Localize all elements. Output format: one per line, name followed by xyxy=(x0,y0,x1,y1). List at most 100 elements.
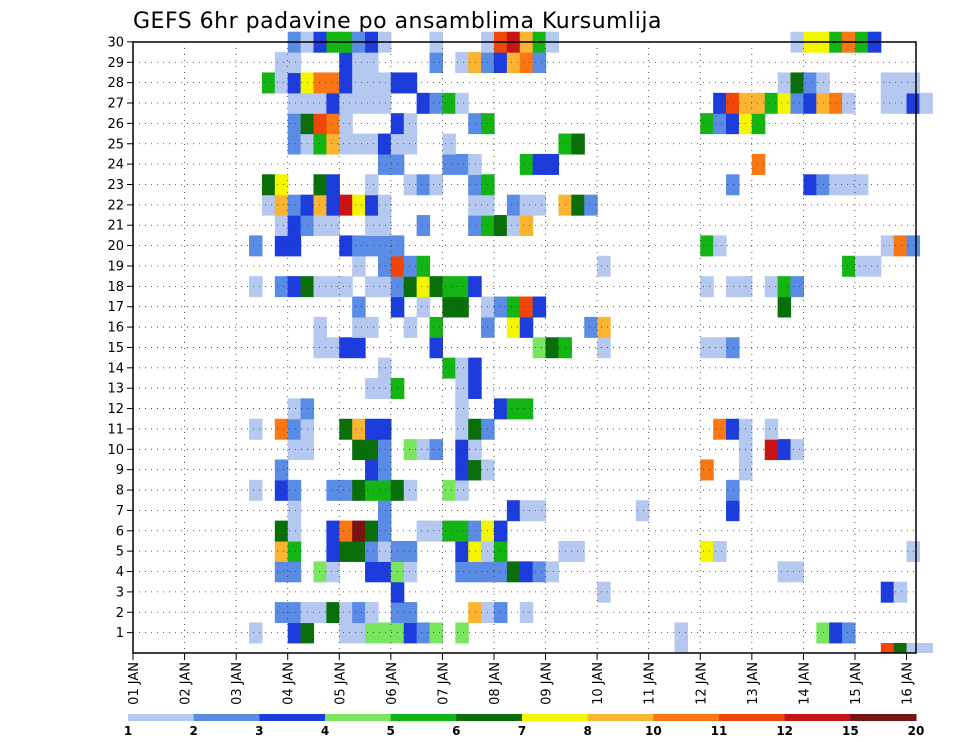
chart-title: GEFS 6hr padavine po ansamblima Kursumli… xyxy=(133,9,662,34)
y-tick-label: 12 xyxy=(107,402,124,417)
heatmap-cell xyxy=(313,561,327,583)
heatmap-cell xyxy=(571,194,585,216)
x-tick-label: 01 JAN xyxy=(127,662,142,705)
x-tick-label: 08 JAN xyxy=(488,662,503,705)
heatmap-cell xyxy=(468,194,482,216)
heatmap-cell xyxy=(377,194,392,216)
x-tick-label: 16 JAN xyxy=(901,662,916,705)
heatmap-cell xyxy=(313,174,327,196)
heatmap-cell xyxy=(442,479,456,501)
heatmap-cell xyxy=(352,439,366,461)
heatmap-cell xyxy=(880,643,895,653)
heatmap-cell xyxy=(713,92,727,114)
heatmap-cell xyxy=(597,316,611,338)
heatmap-cell xyxy=(700,113,714,135)
y-tick-label: 28 xyxy=(107,76,124,91)
heatmap-cell xyxy=(352,296,366,318)
heatmap-cell xyxy=(493,215,508,237)
heatmap-cell xyxy=(326,72,340,94)
heatmap-cell xyxy=(700,459,714,481)
heatmap-cell xyxy=(365,378,379,399)
heatmap-cell xyxy=(880,92,895,114)
x-tick-label: 15 JAN xyxy=(849,662,864,705)
heatmap-cell xyxy=(726,276,740,298)
heatmap-cell xyxy=(700,540,714,562)
heatmap-cell xyxy=(893,581,908,603)
heatmap-cell xyxy=(455,418,469,440)
heatmap-cell xyxy=(842,622,856,644)
y-tick-label: 25 xyxy=(107,137,124,152)
heatmap-cell xyxy=(468,153,482,175)
heatmap-cell xyxy=(339,276,353,298)
heatmap-cell xyxy=(790,276,805,298)
heatmap-cell xyxy=(455,561,469,583)
heatmap-cell xyxy=(326,540,340,562)
heatmap-cell xyxy=(352,602,366,624)
heatmap-cell xyxy=(261,194,276,216)
heatmap-cell xyxy=(777,561,792,583)
heatmap-cell xyxy=(313,113,327,135)
heatmap-cell xyxy=(365,316,379,338)
heatmap-cell xyxy=(416,255,431,277)
x-tick-label: 06 JAN xyxy=(385,662,400,705)
heatmap-cell xyxy=(326,215,340,237)
y-tick-label: 10 xyxy=(107,443,124,458)
heatmap-cell xyxy=(416,215,431,237)
heatmap-cell xyxy=(468,602,482,624)
heatmap-cell xyxy=(313,337,327,359)
heatmap-cell xyxy=(416,520,431,542)
heatmap-cell xyxy=(403,113,418,135)
heatmap-cell xyxy=(726,113,740,135)
y-tick-label: 26 xyxy=(107,117,124,132)
heatmap-cell xyxy=(377,459,392,481)
heatmap-cell xyxy=(506,215,521,237)
heatmap-cell xyxy=(429,276,444,298)
heatmap-cell xyxy=(403,72,418,94)
heatmap-cell xyxy=(365,52,379,74)
x-tick-label: 03 JAN xyxy=(230,662,245,705)
heatmap-cell xyxy=(365,194,379,216)
heatmap-cell xyxy=(455,378,469,399)
heatmap-cell xyxy=(326,194,340,216)
heatmap-cell xyxy=(403,622,418,644)
heatmap-cell xyxy=(713,418,727,440)
heatmap-cell xyxy=(403,439,418,461)
heatmap-cell xyxy=(519,602,534,624)
y-tick-label: 21 xyxy=(107,219,124,234)
y-tick-label: 14 xyxy=(107,361,124,376)
y-tick-label: 15 xyxy=(107,341,124,356)
heatmap-cell xyxy=(493,520,508,542)
heatmap-cell xyxy=(442,133,456,155)
heatmap-cell xyxy=(352,520,366,542)
colorbar-label: 10 xyxy=(645,724,662,738)
heatmap-cell xyxy=(764,439,779,461)
heatmap-cell xyxy=(532,153,547,175)
heatmap-cell xyxy=(429,174,444,196)
heatmap-cell xyxy=(326,479,340,501)
heatmap-cell xyxy=(339,418,353,440)
heatmap-cell xyxy=(339,520,353,542)
heatmap-cell xyxy=(274,235,289,257)
y-tick-label: 29 xyxy=(107,56,124,71)
heatmap-cell xyxy=(339,194,353,216)
colorbar-label: 3 xyxy=(255,724,263,738)
heatmap-cell xyxy=(287,540,302,562)
heatmap-cell xyxy=(455,479,469,501)
heatmap-cell xyxy=(506,52,521,74)
heatmap-cell xyxy=(893,643,908,653)
heatmap-cell xyxy=(287,92,302,114)
heatmap-cell xyxy=(352,316,366,338)
heatmap-cell xyxy=(468,520,482,542)
y-tick-label: 30 xyxy=(107,35,124,50)
heatmap-cell xyxy=(339,622,353,644)
heatmap-cell xyxy=(377,561,392,583)
heatmap-cell xyxy=(726,92,740,114)
heatmap-cell xyxy=(571,133,585,155)
heatmap-cell xyxy=(493,561,508,583)
heatmap-cell xyxy=(403,133,418,155)
heatmap-cell xyxy=(313,72,327,94)
heatmap-cell xyxy=(519,153,534,175)
heatmap-cell xyxy=(416,174,431,196)
heatmap-cell xyxy=(287,235,302,257)
